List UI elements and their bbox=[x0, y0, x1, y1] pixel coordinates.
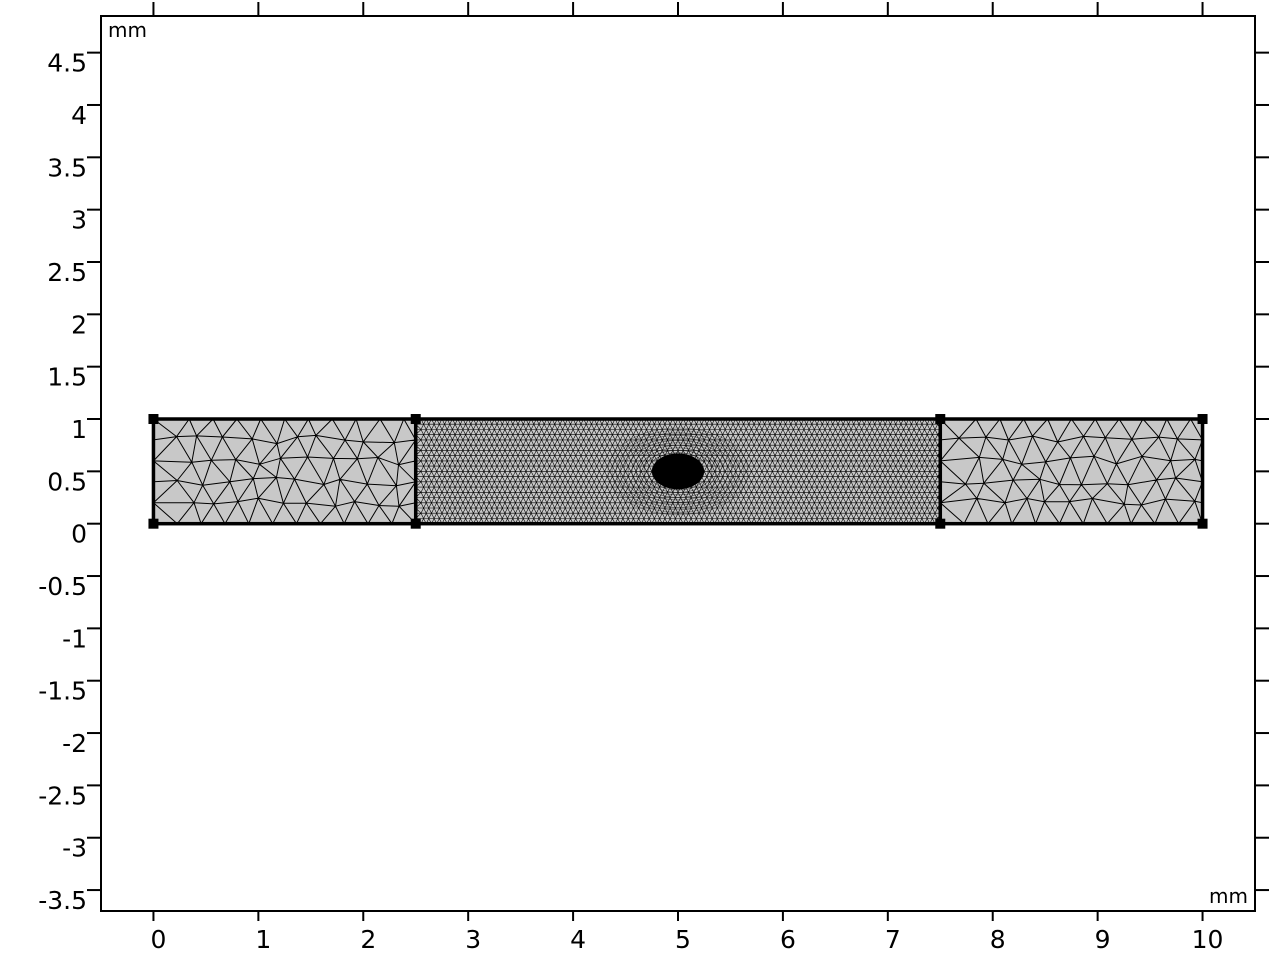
domain-boundaries bbox=[151, 417, 1205, 526]
y-tick-label: 4 bbox=[71, 101, 87, 130]
y-tick-label: 2 bbox=[71, 310, 87, 339]
vertex-point bbox=[1197, 518, 1208, 529]
y-tick-label: 1 bbox=[71, 415, 87, 444]
x-tick-label: 0 bbox=[151, 925, 167, 954]
y-tick-label: 1.5 bbox=[47, 363, 87, 392]
vertex-point bbox=[410, 414, 421, 425]
y-tick-label: -1 bbox=[62, 624, 87, 653]
x-tick-label: 7 bbox=[885, 925, 901, 954]
y-tick-label: 2.5 bbox=[47, 258, 87, 287]
y-tick-label: -1.5 bbox=[38, 677, 87, 706]
x-tick-label: 6 bbox=[780, 925, 796, 954]
refinement-ring bbox=[631, 442, 725, 501]
refinement-ring bbox=[619, 435, 737, 508]
vertex-point bbox=[935, 518, 946, 529]
domain-1 bbox=[153, 419, 416, 524]
x-tick-label: 4 bbox=[570, 925, 586, 954]
geometry-vertices bbox=[148, 414, 1208, 529]
y-tick-label: 4.5 bbox=[47, 49, 87, 78]
mesh-refinement-zone bbox=[607, 427, 749, 516]
y-axis-ticks: 4.5 4 3.5 3 2.5 2 1.5 1 0.5 0 -0.5 -1 -1.5 -2 -2.5 -3 -3… bbox=[38, 49, 1269, 915]
x-unit-label: mm bbox=[1209, 884, 1248, 908]
refinement-ring bbox=[639, 447, 717, 496]
vertex-point bbox=[410, 518, 421, 529]
refinement-core bbox=[652, 453, 704, 490]
y-tick-label: 0.5 bbox=[47, 467, 87, 496]
x-tick-label: 2 bbox=[360, 925, 376, 954]
refinement-ring bbox=[615, 432, 741, 511]
x-tick-label: 1 bbox=[255, 925, 271, 954]
y-tick-label: 3 bbox=[71, 206, 87, 235]
vertex-point bbox=[148, 414, 159, 425]
x-axis-ticks: 0 1 2 3 4 5 6 7 8 9 10 bbox=[151, 2, 1224, 954]
x-tick-label: 9 bbox=[1095, 925, 1111, 954]
y-tick-label: -0.5 bbox=[38, 572, 87, 601]
x-tick-label: 10 bbox=[1192, 925, 1224, 954]
vertex-point bbox=[148, 518, 159, 529]
domain-boundary-3 bbox=[938, 417, 1205, 526]
y-tick-label: -2.5 bbox=[38, 781, 87, 810]
refinement-ring bbox=[643, 449, 713, 493]
x-tick-label: 8 bbox=[990, 925, 1006, 954]
x-tick-label: 5 bbox=[675, 925, 691, 954]
y-tick-label: 3.5 bbox=[47, 153, 87, 182]
vertex-point bbox=[1197, 414, 1208, 425]
refinement-ring bbox=[607, 427, 749, 516]
refinement-ring bbox=[611, 430, 745, 513]
y-tick-label: -2 bbox=[62, 729, 87, 758]
refinement-ring bbox=[623, 437, 733, 506]
vertex-point bbox=[935, 414, 946, 425]
refinement-ring bbox=[647, 452, 709, 491]
x-tick-label: 3 bbox=[465, 925, 481, 954]
y-unit-label: mm bbox=[108, 18, 147, 42]
refinement-ring bbox=[627, 440, 729, 503]
refinement-ring bbox=[635, 444, 721, 498]
y-tick-label: -3 bbox=[62, 834, 87, 863]
y-tick-label: 0 bbox=[71, 520, 87, 549]
y-tick-label: -3.5 bbox=[38, 886, 87, 915]
